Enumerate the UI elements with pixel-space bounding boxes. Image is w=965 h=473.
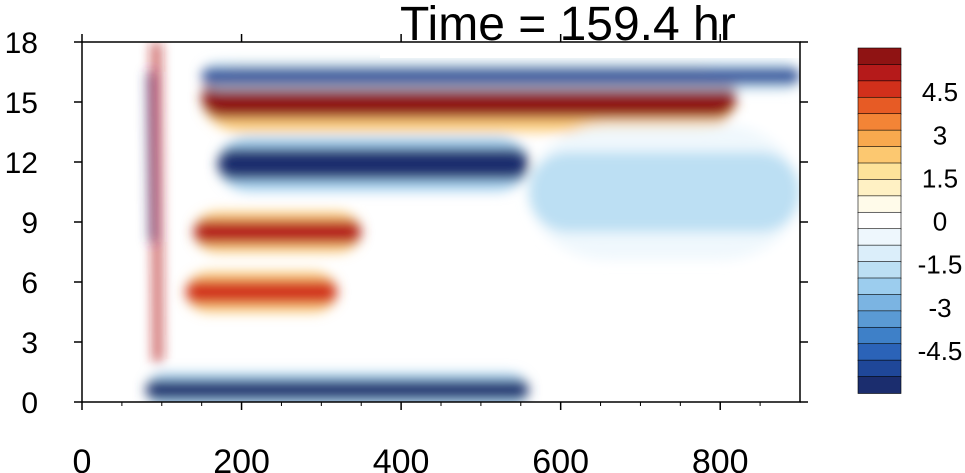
x-tick-label: 0: [73, 443, 92, 473]
y-tick-label: 15: [5, 87, 38, 120]
colorbar-swatch: [857, 211, 902, 230]
x-axis: 0 200 400 600 800: [73, 34, 761, 473]
colorbar-swatch: [857, 96, 902, 115]
colorbar-label: 3: [933, 120, 947, 150]
colorbar-swatch: [857, 294, 902, 312]
y-tick-label: 18: [5, 27, 38, 60]
colorbar-swatch: [857, 261, 902, 279]
contour-band: [193, 220, 362, 244]
contour-band: [528, 152, 800, 232]
contour-band: [145, 380, 529, 400]
colorbar-swatch: [857, 310, 902, 329]
colorbar-swatch: [857, 162, 902, 181]
colorbar-swatch: [857, 146, 902, 164]
colorbar-label: 0: [933, 207, 947, 237]
x-tick-label: 800: [692, 443, 749, 473]
y-tick-label: 12: [5, 147, 38, 180]
contour-band: [185, 280, 338, 304]
colorbar-label: -3: [928, 293, 951, 323]
colorbar-swatch: [857, 129, 902, 148]
colorbar-swatch: [857, 64, 902, 82]
colorbar-swatch: [857, 113, 902, 131]
colorbar-swatch: [857, 47, 902, 66]
colorbar-label: -4.5: [918, 336, 963, 366]
colorbar-swatch: [857, 376, 902, 394]
y-tick-label: 3: [21, 327, 38, 360]
contour-field: [145, 42, 800, 402]
colorbar-swatch: [857, 228, 902, 246]
y-axis: 0 3 6 9 12 15 18: [5, 27, 808, 420]
y-tick-label: 6: [21, 267, 38, 300]
colorbar-swatch: [857, 195, 902, 214]
contour-band: [217, 148, 529, 180]
chart-title: Time = 159.4 hr: [400, 0, 736, 51]
colorbar-swatch: [857, 179, 902, 197]
colorbar-swatch: [857, 80, 902, 99]
colorbar-swatch: [857, 359, 902, 378]
x-tick-label: 600: [532, 443, 589, 473]
y-tick-label: 0: [21, 387, 38, 420]
colorbar: 4.5 3 1.5 0 -1.5 -3 -4.5: [857, 47, 963, 394]
x-tick-label: 200: [213, 443, 270, 473]
colorbar-swatch: [857, 326, 902, 345]
colorbar-swatch: [857, 277, 902, 296]
wavefront-red: [152, 42, 162, 362]
colorbar-swatch: [857, 343, 902, 361]
title-background: [380, 0, 800, 58]
colorbar-label: 1.5: [922, 163, 958, 193]
contour-band: [201, 68, 800, 84]
y-tick-label: 9: [21, 207, 38, 240]
colorbar-label: 4.5: [922, 77, 958, 107]
colorbar-swatch: [857, 244, 902, 263]
wavefront-blue: [147, 72, 156, 242]
colorbar-label: -1.5: [918, 250, 963, 280]
x-tick-label: 400: [373, 443, 430, 473]
